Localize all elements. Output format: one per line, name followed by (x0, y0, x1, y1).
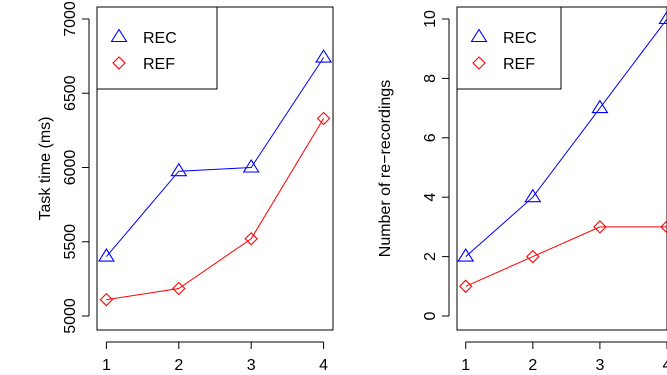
x-tick-label: 2 (174, 357, 183, 374)
data-point (316, 111, 331, 126)
chart-panel-1: 1 2 3 4 5000 5500 6000 6500 7000 Task time (ms) RE… (37, 1, 334, 374)
legend-marker (112, 56, 126, 70)
y-tick-label: 5500 (62, 224, 79, 260)
legend-box (96, 6, 218, 90)
legend-box (456, 6, 562, 90)
data-point (315, 49, 333, 63)
y-axis-title: Task time (ms) (37, 117, 54, 221)
legend-label: REF (503, 56, 535, 73)
data-point (591, 99, 609, 114)
x-tick-label: 4 (663, 357, 667, 374)
plot-frame (456, 6, 667, 331)
series-ref (99, 111, 331, 307)
y-tick-label: 5000 (62, 298, 79, 334)
data-point (593, 220, 607, 234)
data-point (458, 279, 473, 294)
series-line (465, 18, 667, 257)
series-line (106, 57, 325, 257)
y-tick-label: 6500 (62, 75, 79, 111)
legend: REC REF (96, 6, 218, 90)
data-point (242, 158, 260, 173)
data-point (526, 249, 540, 264)
y-tick-label: 7000 (62, 1, 79, 37)
y-axis-title: Number of re−recordings (377, 80, 394, 257)
y-tick-label: 2 (422, 252, 439, 261)
x-tick-label: 1 (102, 357, 111, 374)
data-point (457, 248, 475, 262)
legend: REC REF (456, 6, 562, 90)
series-ref (458, 220, 667, 294)
y-tick-label: 6000 (62, 150, 79, 186)
legend-label: REF (143, 56, 175, 73)
series-line (106, 118, 325, 301)
y-tick-label: 10 (422, 10, 439, 28)
y-axis: 0 2 4 6 8 10 (422, 10, 450, 320)
legend-marker (470, 28, 488, 43)
y-tick-label: 4 (422, 193, 439, 202)
legend-label: REC (503, 30, 537, 47)
x-axis: 1 2 3 4 (102, 341, 328, 374)
data-point (170, 162, 188, 177)
data-point (524, 188, 542, 203)
series-rec (97, 49, 333, 262)
legend-marker (472, 56, 486, 70)
data-point (97, 248, 115, 262)
x-axis: 1 2 3 4 (461, 341, 667, 374)
x-tick-label: 1 (461, 357, 470, 374)
legend-label: REC (143, 30, 177, 47)
y-axis: 5000 5500 6000 6500 7000 (62, 1, 90, 334)
data-point (658, 10, 667, 25)
y-tick-label: 0 (422, 311, 439, 320)
chart-panel-2: 1 2 3 4 0 2 4 6 8 10 Number of re−recordings REC REF (377, 6, 667, 374)
x-tick-label: 3 (595, 357, 604, 374)
series-rec (457, 10, 667, 262)
y-tick-label: 8 (422, 74, 439, 83)
data-point (244, 232, 258, 246)
series-line (465, 226, 667, 287)
data-point (99, 292, 114, 307)
data-point (660, 220, 667, 234)
x-tick-label: 4 (319, 357, 328, 374)
data-point (172, 281, 186, 296)
legend-marker (110, 28, 128, 43)
x-tick-label: 2 (528, 357, 537, 374)
x-tick-label: 3 (247, 357, 256, 374)
y-tick-label: 6 (422, 133, 439, 142)
